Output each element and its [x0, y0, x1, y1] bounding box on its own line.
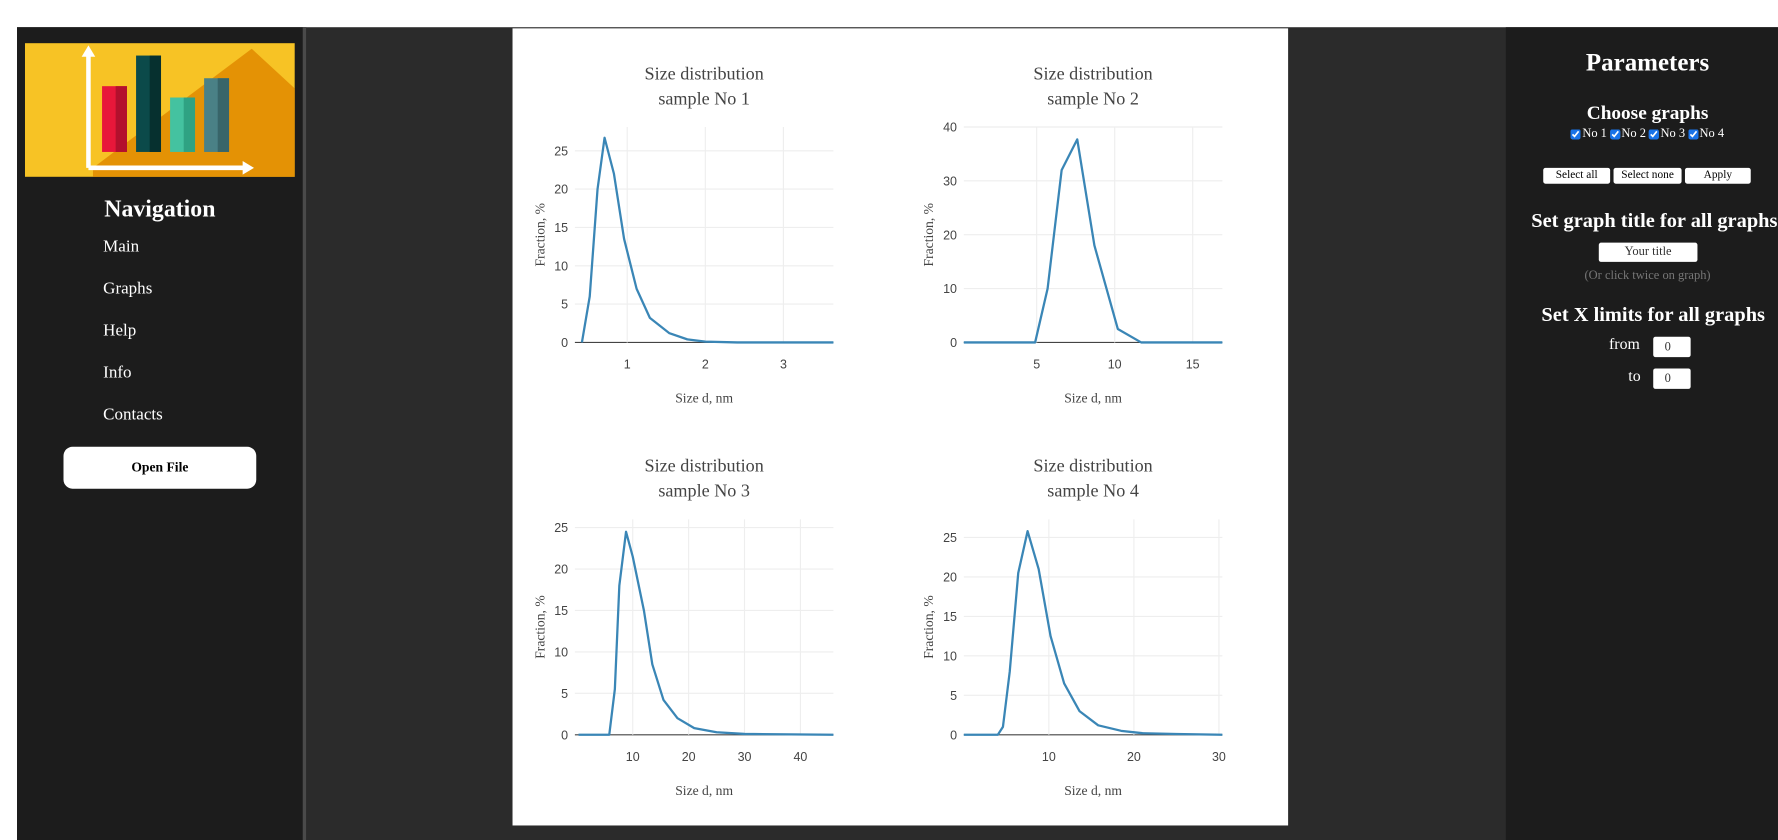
to-input[interactable]: 0 [1653, 368, 1691, 389]
checkbox-label: No 2 [1621, 126, 1646, 141]
x-axis-label: Size d, nm [675, 391, 733, 406]
y-tick-label: 10 [943, 282, 957, 296]
x-tick-label: 1 [624, 358, 631, 372]
y-tick-label: 15 [943, 610, 957, 624]
x-tick-label: 20 [1127, 750, 1141, 764]
checkbox[interactable]: No 2 [1610, 127, 1646, 141]
nav-link[interactable]: Help [103, 322, 137, 341]
chart-title: Size distribution [1033, 456, 1152, 476]
data-line [580, 136, 834, 344]
x-axis-label: Size d, nm [1064, 783, 1122, 798]
checkbox-input[interactable] [1610, 128, 1621, 139]
checkbox-input[interactable] [1570, 128, 1582, 139]
y-axis-label: Fraction, % [921, 203, 936, 266]
y-axis-label: Fraction, % [532, 203, 547, 266]
select-none-button[interactable]: Select none [1613, 167, 1682, 184]
x-tick-label: 30 [1212, 750, 1226, 764]
plot-panel [512, 28, 1289, 826]
checkbox-row: No 1 No 2 No 3 No 4 [1506, 127, 1778, 142]
x-tick-label: 10 [1042, 750, 1056, 764]
y-tick-label: 40 [943, 121, 957, 135]
y-tick-label: 15 [554, 604, 568, 618]
y-tick-label: 5 [950, 689, 957, 703]
checkbox-label: No 1 [1582, 126, 1607, 141]
y-tick-label: 20 [554, 183, 568, 197]
checkbox[interactable]: No 3 [1649, 127, 1685, 141]
parameters-panel: Parameters Choose graphs No 1 No 2 No 3 … [1505, 27, 1778, 840]
nav-link[interactable]: Graphs [103, 280, 153, 299]
y-tick-label: 25 [943, 531, 957, 545]
title-hint: (Or click twice on graph) [1584, 268, 1711, 283]
x-tick-label: 2 [702, 358, 709, 372]
from-label: from [1609, 336, 1640, 354]
chart-title: Size distribution [1033, 63, 1152, 83]
checkbox-label: No 3 [1660, 126, 1686, 141]
x-axis-label: Size d, nm [1064, 391, 1122, 406]
y-tick-label: 0 [950, 336, 957, 350]
y-tick-label: 5 [561, 298, 568, 312]
chart-subtitle: sample No 3 [658, 481, 750, 501]
x-tick-label: 15 [1186, 358, 1200, 372]
checkbox-input[interactable] [1649, 128, 1660, 139]
x-tick-label: 10 [1108, 358, 1122, 372]
checkbox-input[interactable] [1688, 128, 1699, 139]
xlim-heading: Set X limits for all graphs [1541, 302, 1766, 326]
y-tick-label: 20 [943, 570, 957, 584]
y-tick-label: 20 [943, 228, 957, 242]
data-line [578, 530, 834, 736]
y-tick-label: 15 [554, 221, 568, 235]
y-tick-label: 10 [943, 649, 957, 663]
y-tick-label: 25 [554, 144, 568, 158]
nav-link[interactable]: Main [103, 238, 140, 257]
chart-subtitle: sample No 1 [658, 88, 750, 108]
y-tick-label: 20 [554, 563, 568, 577]
chart-subtitle: sample No 4 [1047, 481, 1139, 501]
title-heading: Set graph title for all graphs [1531, 208, 1778, 232]
to-label: to [1628, 368, 1641, 386]
open-file-button[interactable]: Open File [63, 446, 257, 489]
x-tick-label: 30 [738, 750, 752, 764]
y-tick-label: 10 [554, 259, 568, 273]
params-title: Parameters [1585, 47, 1710, 76]
y-tick-label: 25 [554, 521, 568, 535]
y-tick-label: 30 [943, 174, 957, 188]
nav-link[interactable]: Contacts [103, 405, 163, 425]
checkbox[interactable]: No 1 [1570, 126, 1607, 141]
data-line [963, 530, 1223, 736]
chart-title: Size distribution [644, 63, 763, 83]
logo [24, 43, 295, 177]
x-tick-label: 20 [682, 750, 696, 764]
checkbox-label: No 4 [1699, 126, 1725, 141]
chart-subtitle: sample No 2 [1047, 88, 1139, 108]
y-tick-label: 0 [950, 728, 957, 742]
x-tick-label: 10 [626, 750, 640, 764]
checkbox[interactable]: No 4 [1688, 127, 1724, 141]
choose-heading: Choose graphs [1586, 102, 1709, 124]
nav-link[interactable]: Info [103, 363, 132, 383]
y-tick-label: 10 [554, 645, 568, 659]
from-input[interactable]: 0 [1653, 336, 1691, 358]
chart-title: Size distribution [644, 456, 763, 476]
data-line [963, 138, 1223, 344]
y-tick-label: 0 [561, 336, 568, 350]
y-tick-label: 5 [561, 687, 568, 701]
x-axis-label: Size d, nm [675, 783, 733, 798]
x-tick-label: 40 [793, 750, 807, 764]
select-all-button[interactable]: Select all [1543, 167, 1611, 184]
nav-title: Navigation [104, 195, 216, 223]
apply-button[interactable]: Apply [1684, 167, 1751, 184]
title-input[interactable]: Your title [1598, 242, 1698, 262]
y-axis-label: Fraction, % [921, 595, 936, 658]
y-axis-label: Fraction, % [532, 595, 547, 658]
x-tick-label: 3 [780, 358, 787, 372]
sidebar: Navigation Main Graphs Help Info Contact… [17, 27, 307, 840]
y-tick-label: 0 [561, 728, 568, 742]
x-tick-label: 5 [1033, 358, 1040, 372]
